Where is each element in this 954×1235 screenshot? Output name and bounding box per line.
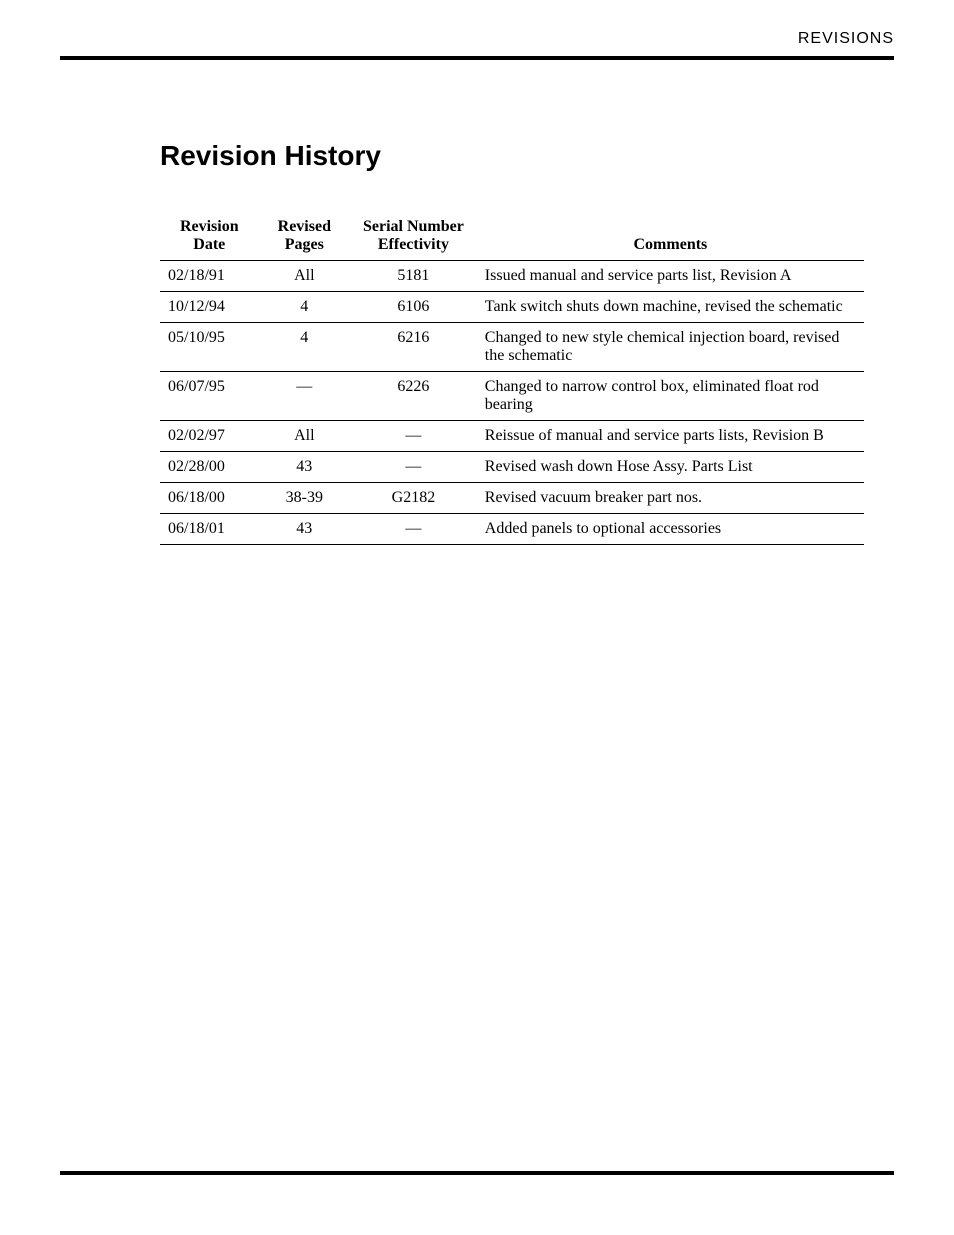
- header-label: REVISIONS: [798, 30, 894, 47]
- cell-serial: —: [350, 421, 477, 452]
- col-header-date: Revision Date: [160, 212, 259, 261]
- cell-date: 02/28/00: [160, 452, 259, 483]
- cell-date: 02/18/91: [160, 261, 259, 292]
- page: REVISIONS Revision History Revision Date…: [0, 0, 954, 575]
- cell-serial: 6216: [350, 323, 477, 372]
- table-row: 02/02/97All—Reissue of manual and servic…: [160, 421, 864, 452]
- cell-pages: 43: [259, 452, 351, 483]
- page-header: REVISIONS: [60, 30, 894, 56]
- col-header-comments-l1: Comments: [634, 236, 708, 253]
- cell-comments: Revised vacuum breaker part nos.: [477, 483, 864, 514]
- col-header-pages-l1: Revised: [278, 218, 331, 235]
- revision-table: Revision Date Revised Pages Serial Numbe…: [160, 212, 864, 545]
- cell-pages: 38-39: [259, 483, 351, 514]
- col-header-serial-l1: Serial Number: [363, 218, 464, 235]
- col-header-serial: Serial Number Effectivity: [350, 212, 477, 261]
- table-row: 06/18/0038-39G2182Revised vacuum breaker…: [160, 483, 864, 514]
- table-header: Revision Date Revised Pages Serial Numbe…: [160, 212, 864, 261]
- cell-date: 06/18/01: [160, 514, 259, 545]
- cell-pages: 43: [259, 514, 351, 545]
- page-title: Revision History: [160, 140, 864, 172]
- cell-serial: —: [350, 514, 477, 545]
- table-row: 10/12/9446106Tank switch shuts down mach…: [160, 292, 864, 323]
- cell-comments: Revised wash down Hose Assy. Parts List: [477, 452, 864, 483]
- col-header-date-l1: Revision: [180, 218, 239, 235]
- table-row: 02/18/91All5181Issued manual and service…: [160, 261, 864, 292]
- table-row: 06/07/95—6226Changed to narrow control b…: [160, 372, 864, 421]
- col-header-date-l2: Date: [193, 236, 225, 253]
- cell-comments: Reissue of manual and service parts list…: [477, 421, 864, 452]
- cell-date: 10/12/94: [160, 292, 259, 323]
- cell-comments: Issued manual and service parts list, Re…: [477, 261, 864, 292]
- cell-date: 06/07/95: [160, 372, 259, 421]
- table-row: 06/18/0143—Added panels to optional acce…: [160, 514, 864, 545]
- cell-pages: All: [259, 261, 351, 292]
- cell-serial: —: [350, 452, 477, 483]
- cell-serial: 5181: [350, 261, 477, 292]
- col-header-pages-l2: Pages: [285, 236, 324, 253]
- cell-serial: G2182: [350, 483, 477, 514]
- cell-comments: Tank switch shuts down machine, revised …: [477, 292, 864, 323]
- table-body: 02/18/91All5181Issued manual and service…: [160, 261, 864, 545]
- cell-comments: Added panels to optional accessories: [477, 514, 864, 545]
- cell-pages: 4: [259, 292, 351, 323]
- col-header-pages: Revised Pages: [259, 212, 351, 261]
- table-row: 02/28/0043—Revised wash down Hose Assy. …: [160, 452, 864, 483]
- cell-pages: —: [259, 372, 351, 421]
- cell-date: 06/18/00: [160, 483, 259, 514]
- cell-comments: Changed to narrow control box, eliminate…: [477, 372, 864, 421]
- cell-comments: Changed to new style chemical injection …: [477, 323, 864, 372]
- col-header-comments: Comments: [477, 212, 864, 261]
- col-header-serial-l2: Effectivity: [378, 236, 449, 253]
- cell-pages: All: [259, 421, 351, 452]
- cell-pages: 4: [259, 323, 351, 372]
- cell-serial: 6226: [350, 372, 477, 421]
- cell-serial: 6106: [350, 292, 477, 323]
- bottom-rule: [60, 1171, 894, 1175]
- content-area: Revision History Revision Date Revised P…: [60, 140, 894, 545]
- cell-date: 02/02/97: [160, 421, 259, 452]
- table-header-row: Revision Date Revised Pages Serial Numbe…: [160, 212, 864, 261]
- table-row: 05/10/9546216Changed to new style chemic…: [160, 323, 864, 372]
- top-rule: [60, 56, 894, 60]
- cell-date: 05/10/95: [160, 323, 259, 372]
